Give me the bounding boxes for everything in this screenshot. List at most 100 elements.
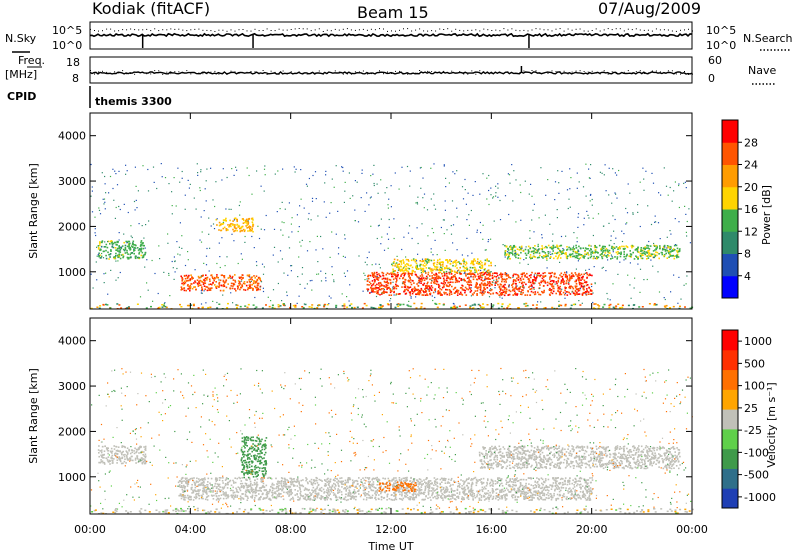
range-cell	[347, 481, 349, 484]
range-cell	[277, 304, 280, 306]
range-cell	[679, 248, 681, 250]
range-cell	[415, 293, 418, 296]
nsearch-point	[399, 29, 400, 31]
nsearch-point	[684, 29, 685, 31]
range-cell	[547, 255, 549, 257]
range-cell	[372, 283, 374, 286]
range-cell	[456, 306, 459, 308]
range-cell	[425, 275, 428, 278]
range-cell	[287, 485, 290, 488]
range-cell	[448, 271, 450, 274]
range-cell	[570, 304, 573, 307]
range-cell	[305, 494, 308, 497]
range-cell	[439, 291, 441, 293]
range-cell	[259, 286, 261, 288]
range-cell	[535, 278, 537, 280]
range-cell	[130, 459, 132, 462]
range-cell	[574, 252, 577, 254]
range-cell	[441, 267, 443, 269]
range-cell	[558, 286, 560, 289]
range-cell	[452, 306, 455, 309]
range-cell	[285, 491, 288, 494]
nsearch-point	[370, 28, 372, 30]
range-cell	[142, 458, 145, 460]
range-cell	[284, 483, 286, 486]
range-cell	[436, 306, 439, 309]
nsearch-point	[318, 28, 320, 30]
range-cell	[129, 247, 131, 250]
range-cell	[404, 281, 406, 283]
range-cell	[115, 241, 117, 244]
range-cell	[411, 279, 414, 282]
range-cell	[437, 275, 440, 278]
range-cell	[648, 254, 650, 256]
range-cell	[340, 480, 342, 483]
range-cell	[436, 280, 439, 283]
range-cell	[523, 281, 526, 284]
noise-right-tick-low: 10^0	[706, 39, 736, 52]
nsearch-point	[134, 29, 136, 31]
range-cell	[575, 279, 578, 281]
range-cell	[479, 193, 481, 195]
range-cell	[190, 283, 192, 285]
range-cell	[590, 253, 592, 255]
range-cell	[476, 278, 479, 281]
range-cell	[366, 257, 368, 259]
range-cell	[448, 260, 451, 262]
range-cell	[376, 273, 378, 276]
range-cell	[234, 274, 236, 276]
range-cell	[320, 270, 322, 272]
range-cell	[117, 241, 119, 243]
range-cell	[544, 275, 547, 277]
range-cell	[381, 292, 383, 294]
range-cell	[142, 453, 144, 456]
range-cell	[552, 233, 554, 235]
range-cell	[533, 231, 535, 233]
range-cell	[565, 253, 567, 256]
range-cell	[242, 485, 245, 487]
range-cell	[232, 479, 234, 482]
range-cell	[443, 274, 446, 277]
range-cell	[256, 284, 259, 287]
range-cell	[141, 459, 144, 461]
range-cell	[127, 306, 130, 308]
range-cell	[181, 247, 183, 249]
range-cell	[195, 480, 198, 482]
range-cell	[266, 490, 269, 493]
range-cell	[102, 456, 104, 459]
range-cell	[673, 248, 675, 250]
range-cell	[452, 171, 454, 173]
range-cell	[241, 274, 244, 276]
range-cell	[364, 274, 366, 276]
range-cell	[592, 301, 594, 304]
range-cell	[558, 300, 560, 302]
range-cell	[576, 172, 578, 174]
range-cell	[180, 485, 183, 487]
range-cell	[379, 293, 381, 296]
range-cell	[386, 281, 388, 283]
range-cell	[670, 233, 672, 235]
range-cell	[530, 290, 533, 293]
range-cell	[116, 303, 119, 305]
range-cell	[398, 277, 401, 280]
range-cell	[619, 246, 621, 248]
range-cell	[517, 307, 520, 309]
range-cell	[530, 284, 533, 286]
range-cell	[401, 166, 403, 168]
range-cell	[247, 303, 250, 306]
range-cell	[214, 483, 217, 485]
range-cell	[408, 287, 410, 289]
range-cell	[105, 272, 107, 274]
range-cell	[198, 490, 200, 492]
range-cell	[576, 275, 579, 277]
range-cell	[128, 247, 130, 250]
range-cell	[215, 287, 218, 289]
range-cell	[102, 461, 104, 464]
range-cell	[523, 287, 525, 289]
range-cell	[185, 274, 188, 277]
range-cell	[319, 497, 321, 499]
range-cell	[103, 273, 105, 275]
range-cell	[128, 244, 130, 247]
range-cell	[415, 296, 417, 298]
range-cell	[584, 249, 586, 252]
